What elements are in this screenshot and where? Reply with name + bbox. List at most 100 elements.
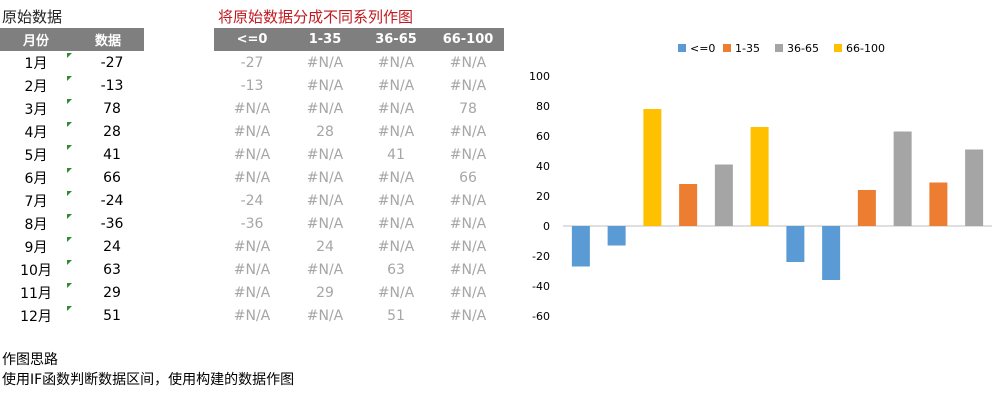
header-series-66-100: 66-100 [432, 28, 504, 51]
month-cell: 1月 [0, 51, 72, 74]
original-table-row: 6月 66 [0, 166, 144, 189]
original-table-row: 1月 -27 [0, 51, 144, 74]
series-cell: #N/A [377, 215, 415, 232]
bar-2月 [607, 226, 626, 246]
month-cell: 12月 [0, 304, 72, 327]
header-series-1-35: 1-35 [290, 28, 360, 51]
y-tick-label: 20 [536, 190, 550, 203]
series-cell: #N/A [449, 77, 487, 94]
bar-10月 [893, 131, 912, 226]
original-table-row: 9月 24 [0, 235, 144, 258]
series-cell: #N/A [233, 100, 271, 117]
series-table-row: -27 #N/A #N/A #N/A [214, 51, 504, 74]
chart-bars [571, 109, 984, 280]
series-cell: #N/A [233, 146, 271, 163]
series-table-row: #N/A 28 #N/A #N/A [214, 120, 504, 143]
notes-heading: 作图思路 [2, 352, 58, 368]
series-cell: #N/A [377, 100, 415, 117]
original-table-row: 4月 28 [0, 120, 144, 143]
original-table-row: 11月 29 [0, 281, 144, 304]
value-cell: -27 [100, 54, 124, 71]
legend-swatch [834, 44, 842, 52]
value-cell: 78 [103, 100, 121, 117]
header-month: 月份 [0, 28, 72, 51]
legend-swatch [775, 44, 783, 52]
bar-1月 [571, 226, 590, 267]
series-cell: #N/A [306, 54, 344, 71]
series-cell: #N/A [449, 238, 487, 255]
original-table-row: 10月 63 [0, 258, 144, 281]
y-tick-label: 80 [536, 100, 550, 113]
series-cell: #N/A [377, 77, 415, 94]
series-cell: 66 [459, 169, 477, 186]
month-cell: 11月 [0, 281, 72, 304]
series-cell: #N/A [306, 77, 344, 94]
series-cell: 63 [387, 261, 405, 278]
month-cell: 10月 [0, 258, 72, 281]
y-tick-label: -40 [532, 280, 550, 293]
legend-label: <=0 [690, 42, 715, 55]
y-tick-label: 100 [530, 70, 550, 83]
y-axis: -60 -40 -20 0 20 40 60 80 100 [530, 70, 992, 323]
original-table-header-row: 月份 数据 [0, 28, 144, 51]
series-cell: #N/A [306, 215, 344, 232]
month-cell: 3月 [0, 97, 72, 120]
month-cell: 4月 [0, 120, 72, 143]
series-cell: 41 [387, 146, 405, 163]
bar-7月 [786, 226, 805, 262]
series-cell: #N/A [233, 169, 271, 186]
month-cell: 6月 [0, 166, 72, 189]
series-table-row: #N/A 24 #N/A #N/A [214, 235, 504, 258]
series-cell: #N/A [377, 192, 415, 209]
legend-label: 1-35 [735, 42, 760, 55]
series-cell: -13 [240, 77, 264, 94]
series-cell: #N/A [233, 123, 271, 140]
series-cell: #N/A [377, 169, 415, 186]
series-cell: -24 [240, 192, 264, 209]
series-cell: #N/A [449, 284, 487, 301]
series-cell: #N/A [233, 284, 271, 301]
original-table-row: 8月 -36 [0, 212, 144, 235]
series-cell: #N/A [449, 146, 487, 163]
series-table-row: #N/A #N/A #N/A 78 [214, 97, 504, 120]
original-table-row: 3月 78 [0, 97, 144, 120]
series-cell: 51 [387, 307, 405, 324]
legend-swatch [678, 44, 686, 52]
original-data-table: 月份 数据 1月 -27 2月 -13 3月 78 4月 28 5月 41 6月 66 7月 -24 8月 -… [0, 28, 144, 327]
column-chart: <=0 1-35 36-65 66-100 -60 -40 -20 0 20 40 60 80 100 [530, 42, 992, 323]
series-table-row: -36 #N/A #N/A #N/A [214, 212, 504, 235]
header-series-36-65: 36-65 [360, 28, 432, 51]
series-cell: #N/A [449, 307, 487, 324]
chart-legend: <=0 1-35 36-65 66-100 [678, 42, 885, 55]
bar-4月 [679, 184, 698, 226]
header-data: 数据 [72, 28, 144, 51]
series-cell: #N/A [306, 192, 344, 209]
series-cell: #N/A [377, 238, 415, 255]
legend-label: 36-65 [787, 42, 819, 55]
y-tick-label: -60 [532, 310, 550, 323]
original-table-row: 2月 -13 [0, 74, 144, 97]
month-cell: 2月 [0, 74, 72, 97]
bar-9月 [857, 190, 876, 226]
series-cell: #N/A [377, 123, 415, 140]
series-table-header-row: <=0 1-35 36-65 66-100 [214, 28, 504, 51]
series-cell: #N/A [377, 54, 415, 71]
bar-5月 [714, 164, 733, 226]
legend-swatch [723, 44, 731, 52]
series-cell: #N/A [306, 146, 344, 163]
notes-body: 使用IF函数判断数据区间，使用构建的数据作图 [2, 372, 295, 388]
original-table-row: 12月 51 [0, 304, 144, 327]
value-cell: 29 [103, 284, 121, 301]
month-cell: 5月 [0, 143, 72, 166]
series-data-table: <=0 1-35 36-65 66-100 -27 #N/A #N/A #N/A -13… [214, 28, 504, 327]
header-series-le0: <=0 [214, 28, 290, 51]
original-table-row: 7月 -24 [0, 189, 144, 212]
series-cell: #N/A [449, 215, 487, 232]
series-cell: 24 [316, 238, 334, 255]
bar-3月 [643, 109, 662, 226]
series-cell: -36 [240, 215, 264, 232]
y-tick-label: 60 [536, 130, 550, 143]
legend-label: 66-100 [846, 42, 885, 55]
series-table-row: -24 #N/A #N/A #N/A [214, 189, 504, 212]
y-tick-label: 0 [543, 220, 550, 233]
